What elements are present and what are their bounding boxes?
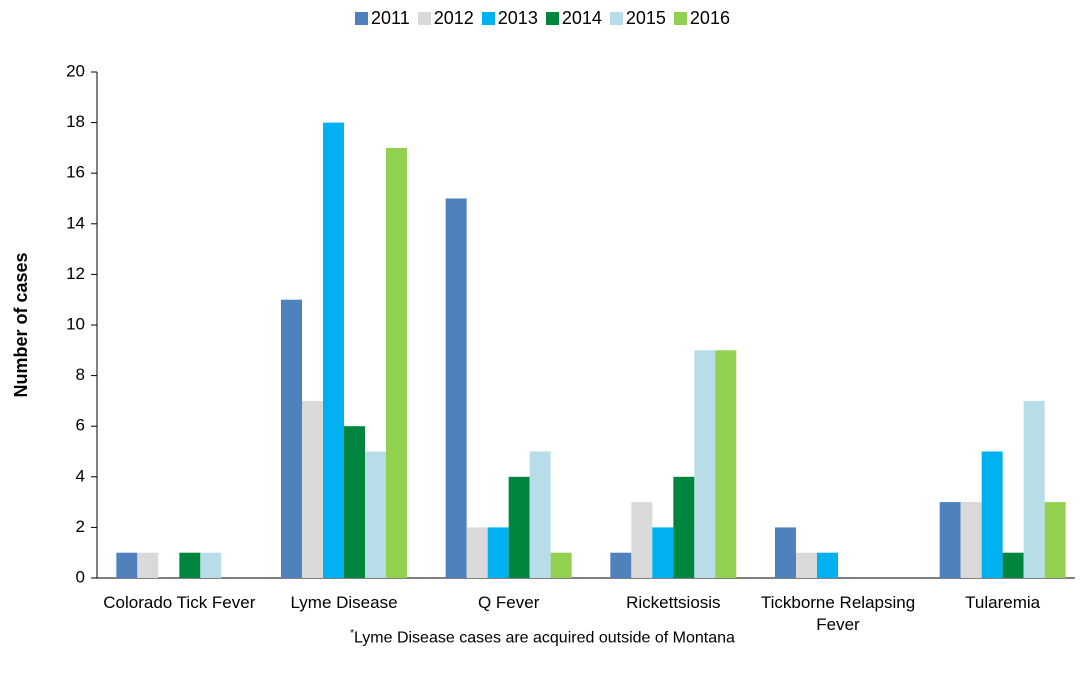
y-tick-label: 0	[76, 567, 85, 586]
bar	[673, 476, 695, 578]
footnote: *Lyme Disease cases are acquired outside…	[0, 628, 1085, 647]
legend-label: 2015	[625, 8, 666, 28]
bar	[200, 552, 222, 578]
bar	[365, 451, 386, 578]
legend-label: 2016	[689, 8, 730, 28]
bar	[323, 122, 344, 578]
y-tick-label: 6	[76, 416, 85, 435]
y-tick-label: 20	[66, 61, 85, 80]
y-tick-label: 10	[66, 314, 85, 333]
bar	[694, 350, 716, 578]
y-axis-label: Number of cases	[11, 252, 31, 397]
bar	[775, 527, 796, 578]
legend-swatch	[417, 12, 431, 25]
legend-entry: 2016	[673, 8, 730, 29]
legend-swatch	[481, 12, 495, 25]
y-tick-label: 4	[76, 466, 85, 485]
y-tick-label: 8	[76, 365, 85, 384]
bar	[302, 400, 323, 578]
legend-entry: 2015	[609, 8, 666, 29]
legend-entry: 2013	[481, 8, 538, 29]
bar	[631, 502, 653, 578]
bar	[466, 527, 488, 578]
legend-label: 2012	[433, 8, 474, 28]
bar	[116, 552, 138, 578]
legend: 2011 2012 2013 2014 2015 2016	[0, 8, 1085, 29]
footnote-marker: *	[350, 628, 354, 639]
y-tick-label: 16	[66, 163, 85, 182]
bar	[344, 426, 365, 578]
bar	[939, 502, 961, 578]
bar	[652, 527, 674, 578]
x-tick-label: Colorado Tick Fever	[103, 593, 256, 612]
legend-swatch	[609, 12, 623, 25]
legend-swatch	[673, 12, 687, 25]
legend-entry: 2012	[417, 8, 474, 29]
x-tick-label: Lyme Disease	[290, 593, 398, 612]
bar	[796, 552, 817, 578]
bar	[715, 350, 737, 578]
y-tick-label: 12	[66, 264, 85, 283]
bar	[1044, 502, 1066, 578]
bar	[1023, 400, 1045, 578]
bar	[610, 552, 632, 578]
bar	[508, 476, 530, 578]
y-tick-label: 2	[76, 517, 85, 536]
x-tick-label: Rickettsiosis	[626, 593, 721, 612]
bar	[960, 502, 982, 578]
bar	[137, 552, 159, 578]
y-tick-label: 18	[66, 112, 85, 131]
x-tick-label: Tularemia	[965, 593, 1041, 612]
bar	[179, 552, 201, 578]
bar	[1002, 552, 1024, 578]
legend-entry: 2011	[355, 8, 410, 29]
legend-label: 2013	[497, 8, 538, 28]
bar	[550, 552, 572, 578]
legend-entry: 2014	[545, 8, 602, 29]
bar	[529, 451, 551, 578]
legend-label: 2011	[371, 8, 410, 28]
y-tick-label: 14	[66, 213, 85, 232]
legend-swatch	[355, 12, 369, 25]
bar	[487, 527, 509, 578]
legend-label: 2014	[561, 8, 602, 28]
bar	[981, 451, 1003, 578]
legend-swatch	[545, 12, 559, 25]
bar	[281, 299, 302, 578]
bar	[386, 147, 407, 578]
x-tick-label: Tickborne Relapsing Fever	[760, 593, 916, 634]
bar	[817, 552, 838, 578]
x-tick-label: Q Fever	[477, 593, 540, 612]
footnote-text: Lyme Disease cases are acquired outside …	[353, 629, 735, 647]
bar	[445, 198, 467, 578]
